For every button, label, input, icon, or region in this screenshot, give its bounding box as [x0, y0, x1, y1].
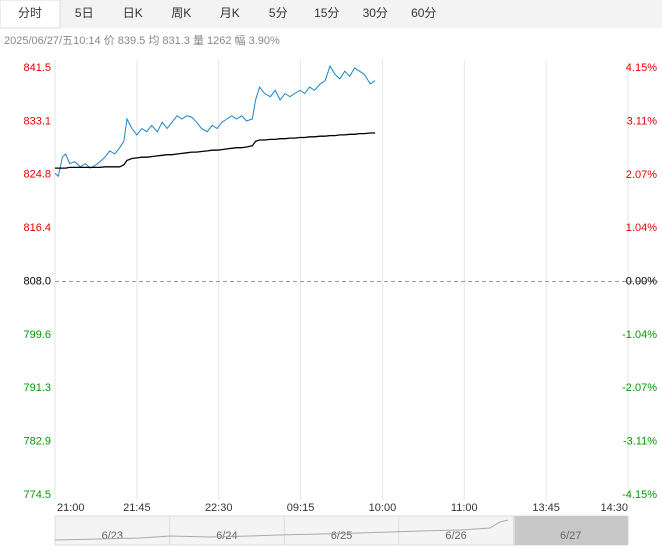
navigator-date[interactable]: 6/23 — [102, 530, 123, 542]
y-tick-label: 782.9 — [23, 435, 51, 447]
tab[interactable]: 月K — [220, 6, 240, 20]
tab[interactable]: 30分 — [363, 6, 388, 20]
x-tick-label: 21:00 — [57, 502, 85, 514]
y-tick-label: 841.5 — [23, 62, 51, 74]
tab-bar — [0, 0, 662, 28]
tab[interactable]: 周K — [171, 6, 191, 20]
y2-tick-label: 3.11% — [627, 115, 658, 127]
y2-tick-label: 1.04% — [626, 222, 657, 234]
y-tick-label: 833.1 — [23, 115, 51, 127]
navigator-selection[interactable] — [514, 516, 628, 545]
x-tick-label: 09:15 — [287, 502, 315, 514]
tab[interactable]: 5日 — [75, 6, 94, 20]
x-tick-label: 14:30 — [600, 502, 628, 514]
x-tick-label: 10:00 — [369, 502, 397, 514]
x-tick-label: 22:30 — [205, 502, 233, 514]
y-tick-label: 816.4 — [23, 222, 51, 234]
navigator-sparkline — [54, 519, 509, 541]
y2-tick-label: -2.07% — [622, 382, 657, 394]
x-tick-label: 11:00 — [451, 502, 478, 514]
tab[interactable]: 5分 — [269, 6, 288, 20]
y-tick-label: 791.3 — [23, 382, 51, 394]
y2-tick-label: 0.00% — [626, 275, 657, 287]
y-tick-label: 824.8 — [23, 168, 51, 180]
navigator-date[interactable]: 6/24 — [216, 530, 237, 542]
tab[interactable]: 60分 — [411, 6, 436, 20]
y2-tick-label: -1.04% — [622, 329, 657, 341]
y-tick-label: 799.6 — [23, 329, 51, 341]
navigator-date[interactable]: 6/26 — [445, 530, 466, 542]
price-line — [54, 64, 376, 178]
y-tick-label: 808.0 — [23, 275, 51, 287]
tab-active[interactable] — [0, 0, 61, 29]
tab[interactable]: 15分 — [314, 6, 339, 20]
navigator-date[interactable]: 6/25 — [331, 530, 352, 542]
y2-tick-label: -4.15% — [622, 489, 657, 501]
info-line: 2025/06/27/五10:14 价 839.5 均 831.3 量 1262… — [4, 34, 280, 47]
y-tick-label: 774.5 — [23, 489, 51, 501]
x-tick-label: 21:45 — [123, 502, 151, 514]
price-line — [55, 132, 376, 169]
y2-tick-label: 2.07% — [626, 169, 657, 181]
tab[interactable]: 日K — [123, 6, 143, 20]
y2-tick-label: -3.11% — [623, 435, 657, 447]
navigator-date[interactable]: 6/27 — [560, 530, 581, 542]
y2-tick-label: 4.15% — [626, 62, 657, 74]
x-tick-label: 13:45 — [532, 502, 560, 514]
tab[interactable]: 分时 — [18, 6, 42, 20]
